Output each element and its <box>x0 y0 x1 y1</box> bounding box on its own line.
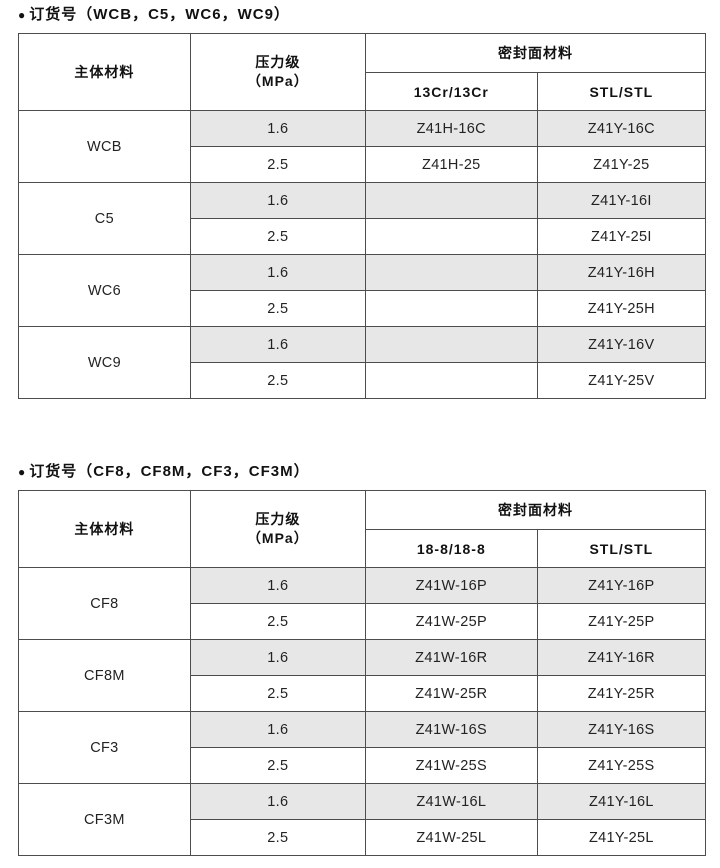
section-title-cf8: ● 订货号（CF8，CF8M，CF3，CF3M） <box>18 463 706 481</box>
code-cell: Z41Y-25S <box>536 747 707 784</box>
code-cell: Z41Y-16S <box>536 711 707 748</box>
table-row: C5 1.6 Z41Y-16I <box>18 182 707 255</box>
header-seal-col-13cr: 13Cr/13Cr <box>364 72 538 111</box>
pressure-cell: 1.6 <box>189 567 366 604</box>
table-row: WC9 1.6 Z41Y-16V <box>18 326 707 399</box>
code-cell: Z41W-25R <box>364 675 538 712</box>
pressure-cell: 2.5 <box>189 146 366 183</box>
code-cell: Z41Y-25V <box>536 362 707 399</box>
table-row: CF3 1.6 Z41W-16S Z41Y-16S <box>18 711 707 784</box>
code-cell: Z41Y-16P <box>536 567 707 604</box>
order-code-table-cf8: 主体材料 压力级 （MPa） 密封面材料 18-8/18-8 STL/STL C… <box>18 490 707 856</box>
header-seal-col-stl: STL/STL <box>536 529 707 568</box>
code-cell: Z41Y-25H <box>536 290 707 327</box>
table-row: CF3M 1.6 Z41W-16L Z41Y-16L <box>18 783 707 856</box>
pressure-cell: 2.5 <box>189 290 366 327</box>
table-row: WCB 1.6 Z41H-16C Z41Y-16C <box>18 110 707 183</box>
header-pressure-line1: 压力级 <box>255 511 301 527</box>
pressure-cell: 1.6 <box>189 639 366 676</box>
table-row: 2.5 Z41W-25S Z41Y-25S <box>19 747 707 784</box>
pressure-cell: 1.6 <box>189 711 366 748</box>
table-row: WC6 1.6 Z41Y-16H <box>18 254 707 327</box>
table-row: 2.5 Z41W-25L Z41Y-25L <box>19 819 707 856</box>
table-row: CF8 1.6 Z41W-16P Z41Y-16P <box>18 567 707 640</box>
code-cell <box>364 218 538 255</box>
table-row: CF8M 1.6 Z41W-16R Z41Y-16R <box>18 639 707 712</box>
code-cell: Z41Y-16L <box>536 783 707 820</box>
code-cell: Z41W-25L <box>364 819 538 856</box>
code-cell: Z41H-25 <box>364 146 538 183</box>
code-cell: Z41Y-16I <box>536 182 707 219</box>
pressure-cell: 2.5 <box>189 747 366 784</box>
material-cell: C5 <box>18 182 191 255</box>
header-seal-col-stl: STL/STL <box>536 72 707 111</box>
pressure-cell: 2.5 <box>189 819 366 856</box>
table-row: 2.5 Z41W-25P Z41Y-25P <box>19 603 707 640</box>
header-pressure-line2: （MPa） <box>246 73 309 89</box>
material-cell: CF3 <box>18 711 191 784</box>
code-cell: Z41Y-25 <box>536 146 707 183</box>
code-cell: Z41W-16P <box>364 567 538 604</box>
material-cell: CF8 <box>18 567 191 640</box>
code-cell: Z41Y-16H <box>536 254 707 291</box>
material-cell: CF8M <box>18 639 191 712</box>
pressure-cell: 1.6 <box>189 783 366 820</box>
code-cell: Z41Y-16C <box>536 110 707 147</box>
code-cell <box>364 290 538 327</box>
header-pressure: 压力级 （MPa） <box>189 33 366 111</box>
material-cell: WC6 <box>18 254 191 327</box>
header-material: 主体材料 <box>18 33 191 111</box>
code-cell <box>364 254 538 291</box>
header-pressure-line2: （MPa） <box>246 530 309 546</box>
header-material: 主体材料 <box>18 490 191 568</box>
code-cell: Z41W-16S <box>364 711 538 748</box>
code-cell: Z41Y-25I <box>536 218 707 255</box>
pressure-cell: 2.5 <box>189 675 366 712</box>
code-cell: Z41W-25P <box>364 603 538 640</box>
code-cell: Z41Y-16R <box>536 639 707 676</box>
code-cell: Z41Y-16V <box>536 326 707 363</box>
pressure-cell: 1.6 <box>189 110 366 147</box>
table-row: 2.5 Z41Y-25H <box>19 290 707 327</box>
material-cell: CF3M <box>18 783 191 856</box>
header-seal-col-188: 18-8/18-8 <box>364 529 538 568</box>
pressure-cell: 1.6 <box>189 182 366 219</box>
pressure-cell: 2.5 <box>189 603 366 640</box>
header-pressure-line1: 压力级 <box>255 54 301 70</box>
table-row: 2.5 Z41H-25 Z41Y-25 <box>19 146 707 183</box>
code-cell <box>364 182 538 219</box>
code-cell: Z41H-16C <box>364 110 538 147</box>
pressure-cell: 1.6 <box>189 326 366 363</box>
code-cell: Z41W-25S <box>364 747 538 784</box>
code-cell: Z41Y-25L <box>536 819 707 856</box>
section-title-text: 订货号（WCB，C5，WC6，WC9） <box>29 6 290 23</box>
code-cell: Z41W-16R <box>364 639 538 676</box>
code-cell <box>364 362 538 399</box>
code-cell: Z41Y-25P <box>536 603 707 640</box>
code-cell <box>364 326 538 363</box>
material-cell: WC9 <box>18 326 191 399</box>
order-code-table-wcb: 主体材料 压力级 （MPa） 密封面材料 13Cr/13Cr STL/STL W… <box>18 33 707 399</box>
table-row: 2.5 Z41Y-25I <box>19 218 707 255</box>
pressure-cell: 2.5 <box>189 362 366 399</box>
section-title-text: 订货号（CF8，CF8M，CF3，CF3M） <box>29 463 310 480</box>
header-seal-material: 密封面材料 <box>364 490 707 530</box>
table-row: 2.5 Z41Y-25V <box>19 362 707 399</box>
header-seal-material: 密封面材料 <box>364 33 707 73</box>
pressure-cell: 1.6 <box>189 254 366 291</box>
bullet-icon: ● <box>18 465 27 479</box>
code-cell: Z41Y-25R <box>536 675 707 712</box>
code-cell: Z41W-16L <box>364 783 538 820</box>
section-title-wcb: ● 订货号（WCB，C5，WC6，WC9） <box>18 6 706 24</box>
bullet-icon: ● <box>18 8 27 22</box>
header-pressure: 压力级 （MPa） <box>189 490 366 568</box>
table-row: 2.5 Z41W-25R Z41Y-25R <box>19 675 707 712</box>
pressure-cell: 2.5 <box>189 218 366 255</box>
material-cell: WCB <box>18 110 191 183</box>
